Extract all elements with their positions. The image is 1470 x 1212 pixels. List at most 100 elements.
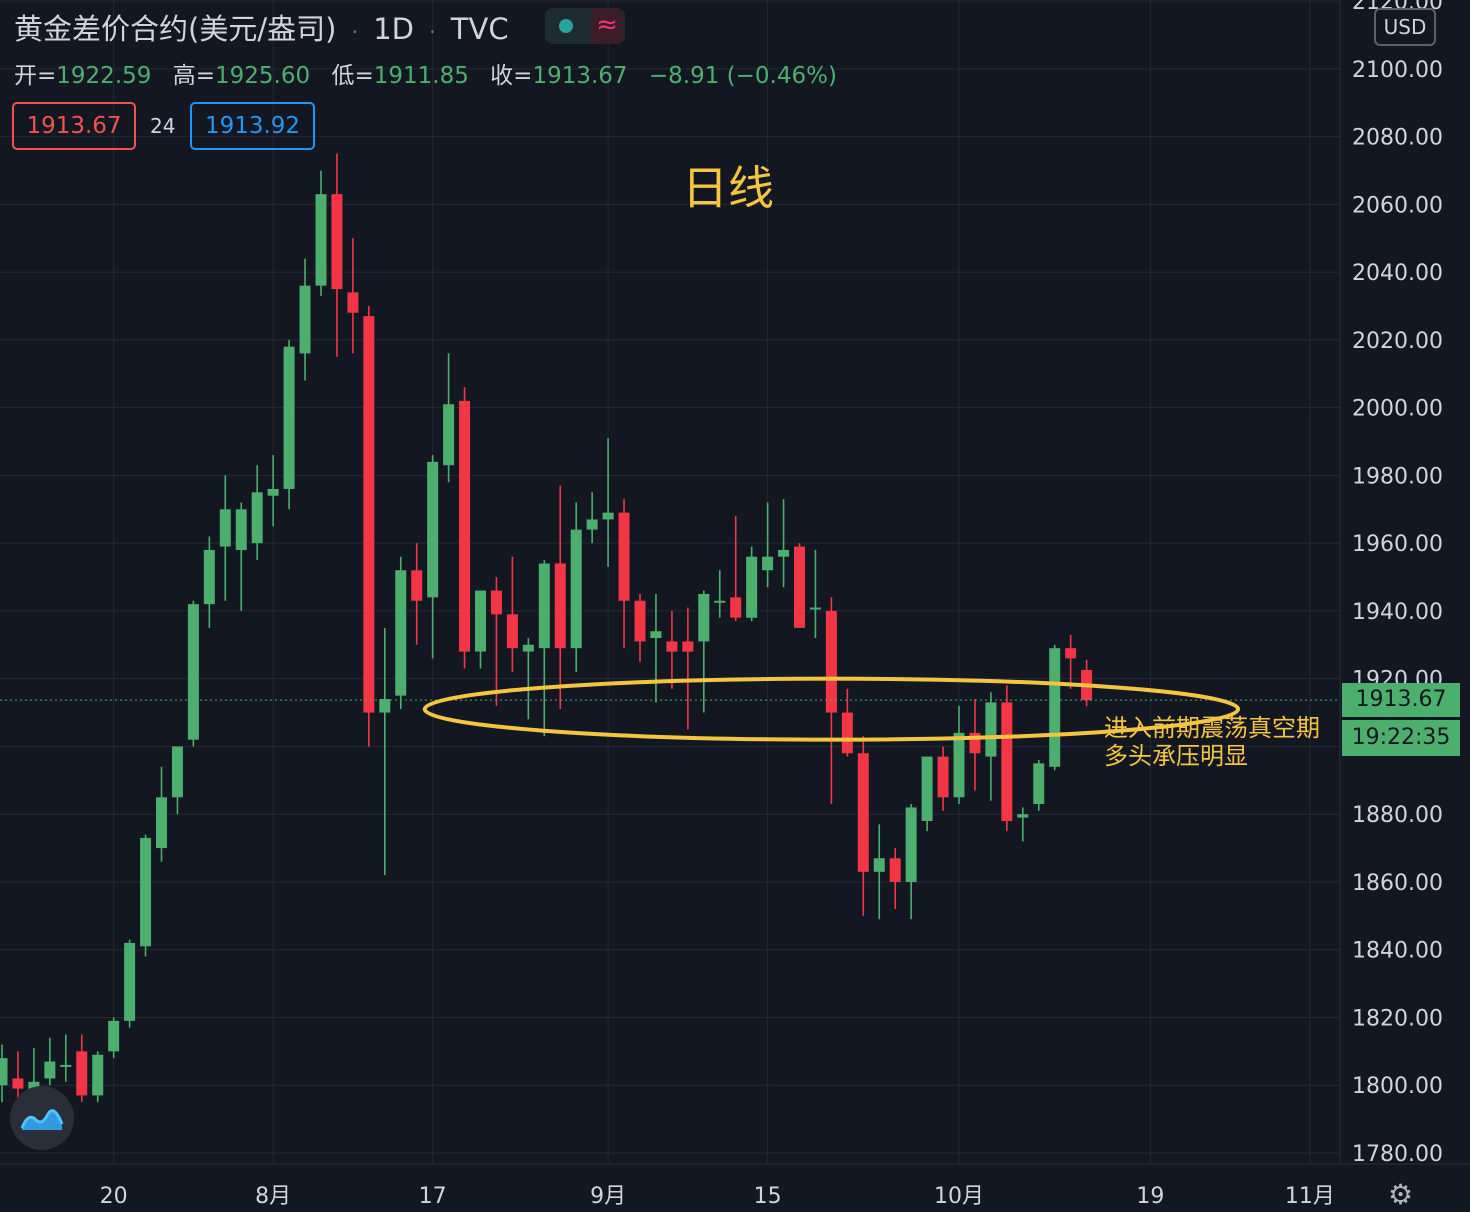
candle bbox=[363, 306, 375, 747]
x-tick-label: 19 bbox=[1136, 1184, 1164, 1209]
candle-body bbox=[76, 1051, 88, 1096]
annotation-line-1: 进入前期震荡真空期 bbox=[1104, 714, 1320, 742]
candle-body bbox=[698, 593, 710, 642]
candle-body bbox=[953, 732, 965, 798]
candle bbox=[1065, 634, 1077, 689]
candle-body bbox=[921, 756, 933, 821]
y-tick-label: 2000.00 bbox=[1352, 397, 1443, 422]
candle-body bbox=[602, 512, 614, 520]
candle bbox=[714, 570, 726, 618]
header-separator: · bbox=[351, 20, 358, 44]
candle bbox=[937, 746, 949, 811]
candle bbox=[809, 549, 821, 639]
candle bbox=[251, 465, 263, 561]
candle-body bbox=[1065, 648, 1077, 659]
candle-body bbox=[475, 590, 486, 652]
candle bbox=[554, 485, 566, 710]
candle-body bbox=[873, 858, 885, 872]
candle bbox=[985, 692, 997, 801]
y-tick-label: 1880.00 bbox=[1352, 803, 1443, 828]
x-tick-label: 9月 bbox=[590, 1184, 626, 1209]
candle bbox=[411, 543, 423, 645]
candle bbox=[475, 590, 486, 669]
candle bbox=[267, 455, 279, 527]
y-tick-label: 2080.00 bbox=[1352, 126, 1443, 151]
candle bbox=[315, 170, 327, 296]
currency-button[interactable]: USD bbox=[1374, 8, 1436, 46]
candle-body bbox=[140, 837, 152, 947]
candle-body bbox=[187, 604, 199, 740]
candle bbox=[889, 848, 901, 910]
symbol-title[interactable]: 黄金差价合约(美元/盎司) bbox=[14, 12, 337, 46]
chart-annotation: 进入前期震荡真空期 多头承压明显 bbox=[1104, 714, 1320, 770]
y-tick-label: 1820.00 bbox=[1352, 1006, 1443, 1031]
change-value: −8.91 (−0.46%) bbox=[648, 63, 837, 89]
candle bbox=[538, 560, 550, 737]
y-tick-label: 2040.00 bbox=[1352, 261, 1443, 286]
candle-body bbox=[714, 600, 726, 603]
candle bbox=[76, 1034, 88, 1103]
candle-body bbox=[0, 1058, 8, 1086]
candle-body bbox=[331, 194, 343, 290]
candle-body bbox=[570, 529, 582, 649]
y-tick-label: 2100.00 bbox=[1352, 58, 1443, 83]
candle bbox=[650, 593, 662, 703]
y-tick-label: 1800.00 bbox=[1352, 1074, 1443, 1099]
candle-body bbox=[299, 285, 311, 354]
header-separator: · bbox=[429, 20, 436, 44]
candle bbox=[921, 756, 933, 832]
candle-body bbox=[156, 797, 167, 849]
candle-body bbox=[985, 702, 997, 757]
candle bbox=[762, 502, 774, 588]
candle bbox=[0, 1044, 8, 1103]
buy-price-button[interactable]: 1913.92 bbox=[190, 102, 315, 150]
annotation-line-2: 多头承压明显 bbox=[1104, 742, 1248, 770]
candle bbox=[1017, 807, 1029, 842]
low-label: 低= bbox=[331, 63, 374, 89]
interval-label[interactable]: 1D bbox=[373, 12, 414, 46]
candle-body bbox=[395, 570, 407, 696]
wave-icon[interactable]: ≈ bbox=[591, 8, 623, 44]
candle-body bbox=[379, 699, 391, 713]
close-label: 收= bbox=[490, 63, 533, 89]
candle bbox=[1049, 644, 1061, 771]
candle-body bbox=[235, 509, 247, 550]
candle-body bbox=[1001, 702, 1013, 821]
candle-body bbox=[1033, 763, 1045, 805]
high-label: 高= bbox=[172, 63, 215, 89]
status-dot-icon[interactable] bbox=[559, 19, 573, 33]
sell-price-button[interactable]: 1913.67 bbox=[12, 102, 136, 150]
tradingview-logo-icon[interactable] bbox=[10, 1086, 74, 1150]
candle-body bbox=[267, 488, 279, 496]
candle bbox=[730, 516, 742, 622]
gear-icon[interactable]: ⚙ bbox=[1388, 1178, 1414, 1211]
candle bbox=[60, 1034, 72, 1082]
candle-body bbox=[554, 563, 566, 649]
y-tick-label: 1980.00 bbox=[1352, 464, 1443, 489]
candle-body bbox=[251, 492, 263, 544]
status-badges[interactable]: ≈ bbox=[545, 8, 625, 44]
candle bbox=[698, 590, 710, 713]
candle-body bbox=[650, 631, 662, 639]
candle-body bbox=[730, 597, 742, 618]
grid-lines bbox=[0, 0, 1470, 1165]
candle bbox=[490, 577, 502, 706]
x-tick-label: 17 bbox=[419, 1184, 447, 1209]
candle-body bbox=[490, 590, 502, 615]
symbol-header[interactable]: 黄金差价合约(美元/盎司) · 1D · TVC bbox=[14, 6, 509, 48]
candle-body bbox=[522, 644, 534, 652]
candle bbox=[1001, 685, 1013, 832]
y-tick-label: 1940.00 bbox=[1352, 600, 1443, 625]
candle bbox=[746, 546, 758, 622]
candle-body bbox=[124, 942, 136, 1021]
candle bbox=[44, 1037, 56, 1086]
candle bbox=[586, 492, 598, 544]
x-tick-label: 15 bbox=[754, 1184, 782, 1209]
candle-body bbox=[44, 1061, 56, 1079]
candle bbox=[379, 627, 391, 876]
candle-body bbox=[283, 346, 295, 489]
exchange-label: TVC bbox=[450, 12, 509, 46]
candle bbox=[666, 610, 678, 689]
candle-body bbox=[92, 1054, 104, 1096]
